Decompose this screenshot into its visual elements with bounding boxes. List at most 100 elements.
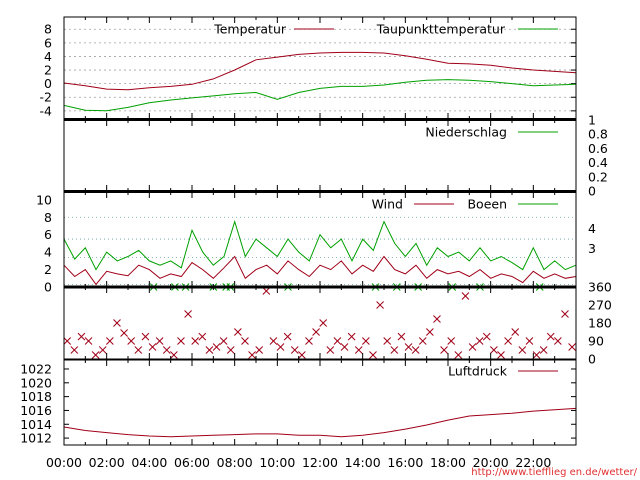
x-tick-label: 16:00 xyxy=(387,455,423,470)
wind-direction-point xyxy=(198,332,207,341)
cross-stroke xyxy=(404,343,413,351)
legend-label: Wind xyxy=(372,197,403,212)
cross-stroke xyxy=(226,346,235,354)
wind-direction-point xyxy=(70,346,79,354)
wind-direction-point xyxy=(568,343,576,351)
wind-direction-point xyxy=(518,346,527,354)
cross-stroke xyxy=(369,351,377,359)
cross-stroke xyxy=(518,346,527,354)
wind-direction-point xyxy=(241,337,249,345)
y-tick-label: 1022 xyxy=(20,361,52,376)
cross-stroke xyxy=(561,310,569,318)
wind-direction-point xyxy=(113,319,121,327)
y-tick-label: 1020 xyxy=(20,375,52,390)
y2-tick-label: 3 xyxy=(588,241,596,256)
legend-label: Temperatur xyxy=(213,22,287,37)
cross-stroke xyxy=(241,337,249,345)
wind-direction-point xyxy=(148,343,157,351)
wind-direction-point xyxy=(326,346,335,354)
wind-direction-point xyxy=(276,343,285,351)
wind-direction-point xyxy=(440,346,448,354)
wind-direction-point xyxy=(77,332,86,341)
cross-stroke xyxy=(198,332,207,341)
wind-direction-point xyxy=(447,337,456,345)
wind-direction-point xyxy=(497,351,505,359)
cross-stroke xyxy=(468,343,477,351)
x-tick-label: 20:00 xyxy=(473,455,509,470)
cross-stroke xyxy=(248,351,256,359)
wind-direction-point xyxy=(127,337,136,345)
wind-direction-point xyxy=(418,337,427,345)
cross-stroke xyxy=(98,346,107,354)
wind-direction-point xyxy=(546,332,555,341)
y2-tick-label: 270 xyxy=(588,298,612,313)
cross-stroke xyxy=(340,343,349,351)
wind-direction-point xyxy=(539,346,548,354)
y-tick-label: 8 xyxy=(44,22,52,37)
y2-tick-label: 0.8 xyxy=(588,127,608,142)
wind-direction-point xyxy=(120,329,128,337)
wind-direction-point xyxy=(262,287,271,295)
series-line-boeen xyxy=(63,219,577,271)
cross-stroke xyxy=(290,346,299,354)
wind-direction-point xyxy=(219,337,228,345)
wind-direction-point xyxy=(141,332,150,341)
y-tick-label: 1016 xyxy=(20,403,52,418)
wind-direction-point xyxy=(461,292,470,300)
cross-stroke xyxy=(305,337,313,345)
legend-label: Luftdruck xyxy=(448,364,508,379)
x-tick-label: 08:00 xyxy=(217,455,253,470)
wind-direction-point xyxy=(369,351,377,359)
y2-tick-label: 0 xyxy=(588,184,596,199)
x-tick-label: 00:00 xyxy=(46,455,82,470)
cross-stroke xyxy=(91,351,100,359)
cross-stroke xyxy=(411,346,420,354)
cross-stroke xyxy=(504,337,512,345)
wind-direction-point xyxy=(482,332,491,341)
cross-stroke xyxy=(120,329,128,337)
cross-stroke xyxy=(184,310,192,318)
y2-tick-label: 1 xyxy=(588,113,596,128)
cross-stroke xyxy=(511,328,520,336)
wind-direction-point xyxy=(162,346,171,354)
wind-direction-point xyxy=(532,351,541,359)
wind-direction-point xyxy=(376,301,384,309)
cross-stroke xyxy=(262,287,271,295)
wind-direction-point xyxy=(248,351,256,359)
cross-stroke xyxy=(219,337,228,345)
series-line-temperatur xyxy=(63,51,577,91)
wind-direction-point xyxy=(333,337,342,345)
wind-direction-point xyxy=(383,337,392,345)
y-tick-label: 8 xyxy=(44,210,52,225)
wind-direction-point xyxy=(504,337,512,345)
series-line-wind xyxy=(63,255,577,286)
wind-direction-point xyxy=(561,310,569,318)
cross-stroke xyxy=(148,343,157,351)
cross-stroke xyxy=(376,301,384,309)
legend-label: Taupunkttemperatur xyxy=(376,22,506,37)
y-tick-label: -4 xyxy=(40,103,53,118)
y2-tick-label: 4 xyxy=(588,221,596,236)
cross-stroke xyxy=(418,337,427,345)
wind-direction-point xyxy=(525,337,534,345)
wind-direction-point xyxy=(106,337,114,345)
cross-stroke xyxy=(433,315,441,323)
wind-direction-point xyxy=(212,343,221,351)
wind-direction-point xyxy=(454,351,463,359)
wind-direction-point xyxy=(226,346,235,354)
wind-direction-point xyxy=(347,332,356,341)
wind-direction-point xyxy=(319,319,328,327)
y-tick-label: 4 xyxy=(44,245,52,260)
wind-direction-point xyxy=(490,346,498,354)
cross-stroke xyxy=(347,332,356,341)
y-tick-label: 6 xyxy=(44,227,52,242)
cross-stroke xyxy=(298,351,306,359)
wind-direction-point xyxy=(468,343,477,351)
x-tick-label: 18:00 xyxy=(430,455,466,470)
wind-direction-point xyxy=(426,328,434,336)
y-tick-label: 6 xyxy=(44,35,52,50)
wind-direction-point xyxy=(155,337,164,345)
wind-direction-point xyxy=(177,337,185,345)
y-tick-label: 4 xyxy=(44,49,52,64)
